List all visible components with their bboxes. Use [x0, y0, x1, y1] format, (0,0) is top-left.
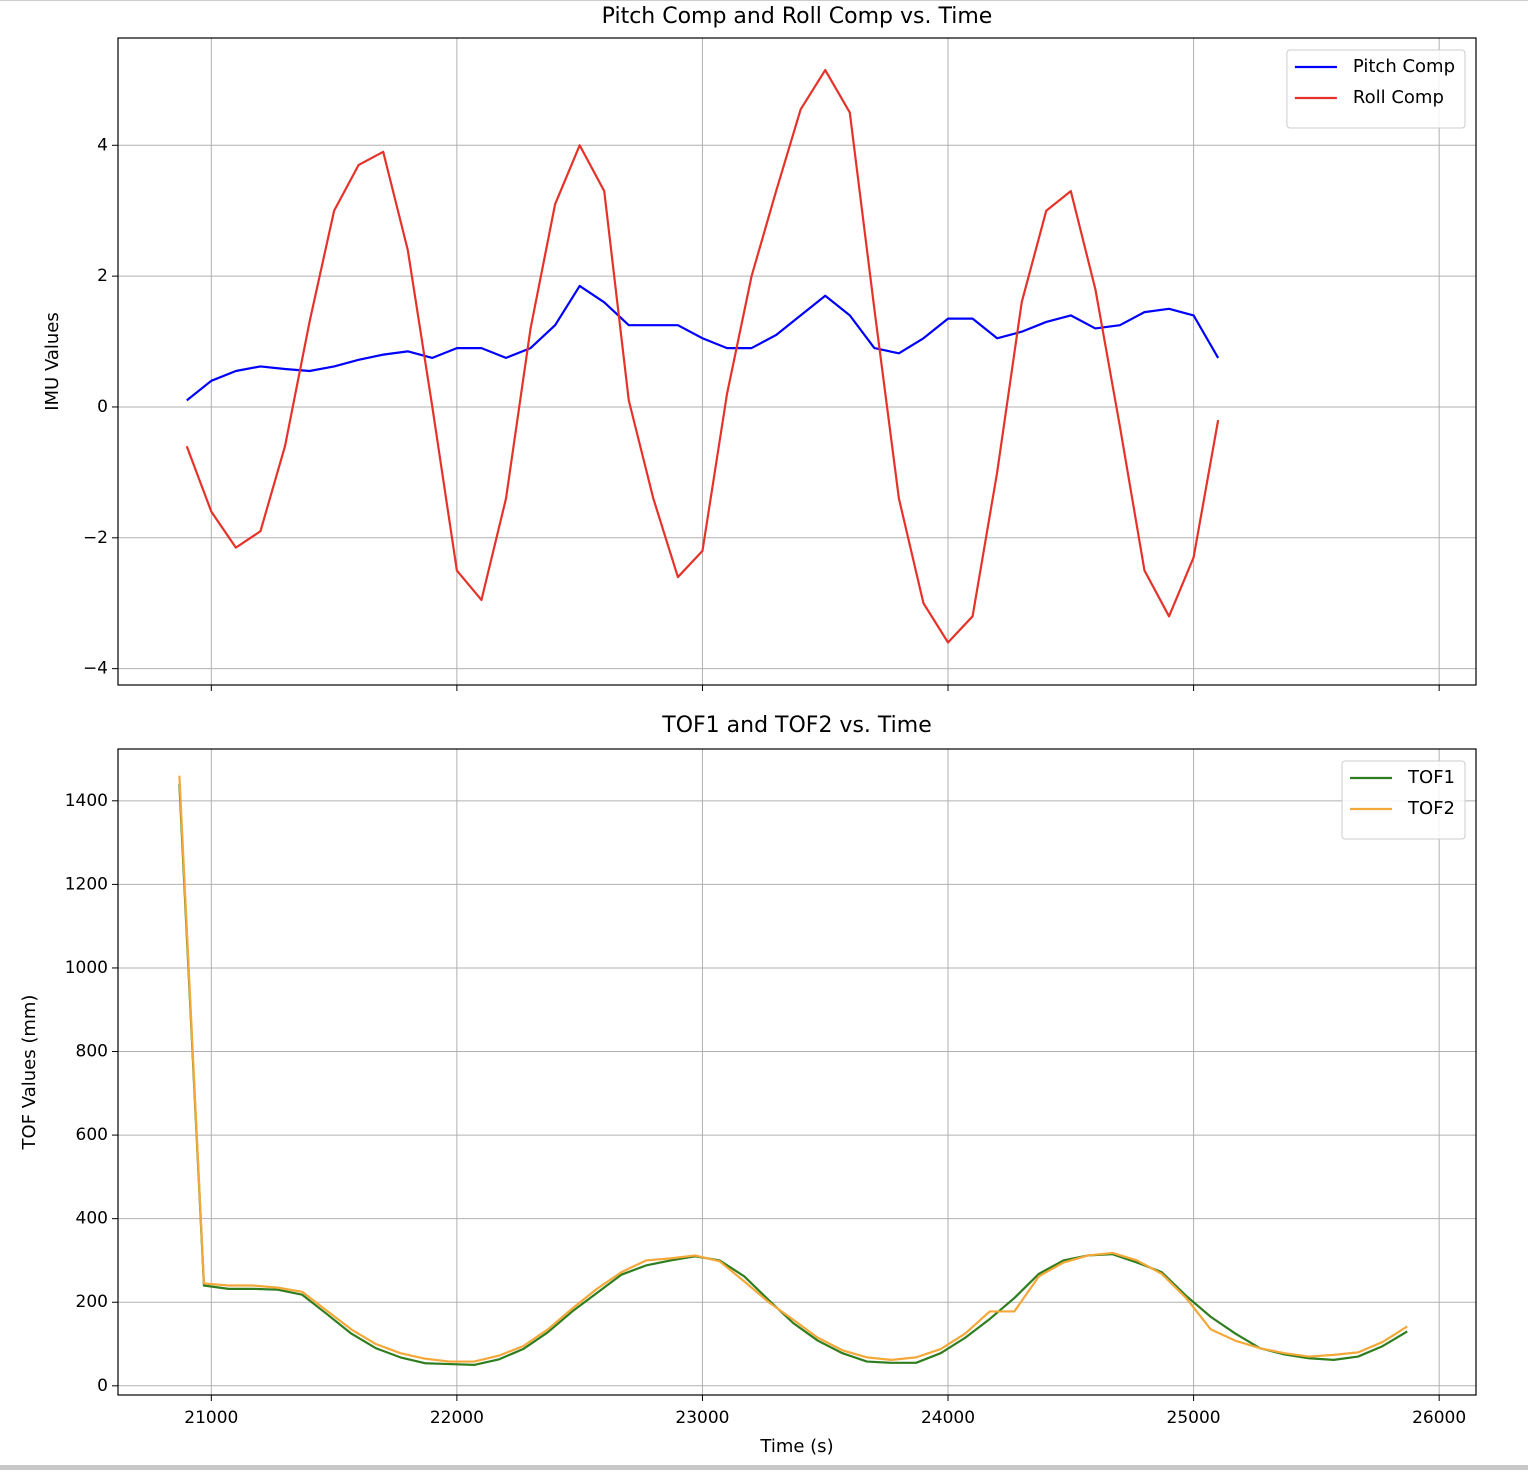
axes-frame	[117, 748, 1477, 1396]
y-tick-label: 0	[97, 1376, 108, 1396]
series-line	[186, 284, 1220, 402]
chart-title: Pitch Comp and Roll Comp vs. Time	[602, 4, 993, 29]
series-line	[178, 784, 1408, 1367]
y-tick-label: 4	[97, 135, 108, 155]
y-tick-label: 1400	[65, 791, 108, 811]
y-tick-label: −2	[83, 528, 108, 548]
y-tick-label: 2	[97, 266, 108, 286]
legend: Pitch Comp Roll Comp	[1286, 49, 1466, 129]
x-tick-label: 24000	[921, 1408, 975, 1428]
axes-frame	[117, 37, 1477, 686]
y-axis-label: TOF Values (mm)	[19, 995, 40, 1151]
series-line	[185, 68, 1220, 644]
series-line	[178, 775, 1408, 1363]
legend-box	[1341, 760, 1466, 840]
subplot: TOF1 and TOF2 vs. Time TOF Values (mm) Tim…	[19, 713, 1477, 1457]
y-tick-label: 600	[76, 1125, 108, 1145]
x-tick-label: 23000	[675, 1408, 729, 1428]
legend-label: Pitch Comp	[1353, 56, 1455, 77]
chart-title: TOF1 and TOF2 vs. Time	[661, 713, 932, 738]
y-tick-label: 1000	[65, 958, 108, 978]
legend-label: Roll Comp	[1353, 87, 1444, 108]
legend-box	[1286, 49, 1466, 129]
y-tick-label: 1200	[65, 874, 108, 894]
x-tick-label: 22000	[430, 1408, 484, 1428]
x-tick-label: 21000	[184, 1408, 238, 1428]
bottom-border	[0, 1465, 1528, 1470]
legend: TOF1 TOF2	[1341, 760, 1466, 840]
x-axis-label: Time (s)	[759, 1436, 833, 1457]
legend-label: TOF1	[1407, 767, 1455, 788]
x-tick-label: 26000	[1412, 1408, 1466, 1428]
y-axis-label: IMU Values	[42, 312, 63, 411]
y-tick-label: −4	[83, 659, 108, 679]
y-tick-label: 0	[97, 397, 108, 417]
subplot: Pitch Comp and Roll Comp vs. Time IMU Val…	[42, 4, 1477, 691]
y-tick-label: 200	[76, 1292, 108, 1312]
x-tick-label: 25000	[1167, 1408, 1221, 1428]
legend-label: TOF2	[1407, 798, 1455, 819]
y-tick-label: 400	[76, 1209, 108, 1229]
y-tick-label: 800	[76, 1042, 108, 1062]
